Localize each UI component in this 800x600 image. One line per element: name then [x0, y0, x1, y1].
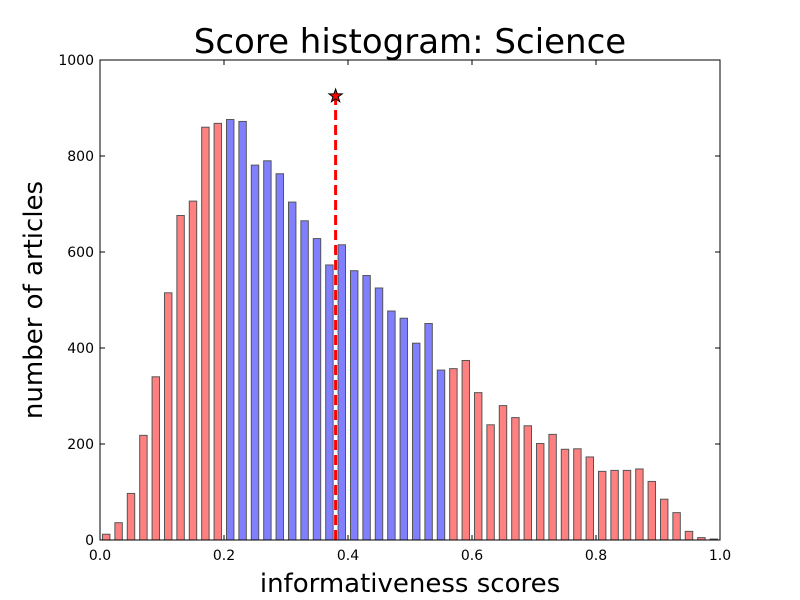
histogram-bar: [275, 173, 285, 541]
axes-group: 0.0 0.2 0.4 0.6 0.8 1.0 0 200 400 600 800 1000: [58, 53, 731, 564]
histogram-bar: [597, 470, 607, 541]
x-tick-label: 0.6: [461, 548, 483, 564]
histogram-bar: [672, 512, 681, 541]
star-marker: [327, 87, 344, 103]
histogram-bar: [349, 270, 359, 541]
histogram-bar: [635, 468, 644, 541]
x-tick-label: 1.0: [709, 548, 731, 564]
histogram-bar: [622, 469, 632, 541]
histogram-bar: [511, 417, 520, 541]
histogram-bar: [201, 126, 210, 541]
histogram-bar: [163, 292, 173, 541]
histogram-bar: [610, 469, 619, 541]
histogram-bar: [560, 448, 570, 541]
histogram-bar: [238, 120, 247, 541]
histogram-bar: [647, 480, 657, 541]
histogram-bar: [548, 433, 557, 541]
y-tick-label: 800: [67, 149, 94, 165]
histogram-bar: [498, 405, 508, 541]
histogram-bar: [101, 533, 111, 541]
histogram-bar: [399, 317, 409, 541]
histogram-bar: [176, 215, 185, 541]
histogram-bar: [300, 220, 309, 541]
y-tick-label: 400: [67, 341, 94, 357]
reference-line: [327, 87, 344, 540]
y-tick-label: 600: [67, 245, 94, 261]
histogram-bar: [139, 434, 148, 541]
histogram-bar: [473, 392, 483, 541]
histogram-bar: [411, 342, 421, 541]
x-tick-label: 0.0: [89, 548, 111, 564]
histogram-bar: [535, 443, 545, 541]
chart-title: Score histogram: Science: [194, 22, 626, 62]
histogram-bar: [225, 119, 235, 541]
plot-frame: [99, 59, 721, 541]
histogram-bar: [263, 160, 272, 541]
histogram-bar: [114, 522, 123, 541]
x-tick-label: 0.8: [585, 548, 607, 564]
histogram-bar: [424, 323, 433, 541]
histogram-bar: [449, 368, 458, 541]
y-tick-label: 1000: [58, 53, 94, 69]
histogram-bar: [436, 369, 446, 541]
histogram-bar: [659, 498, 669, 541]
histogram-bar: [287, 201, 297, 541]
histogram-bar: [126, 492, 136, 541]
histogram-bar: [585, 456, 595, 541]
histogram-bar: [387, 310, 396, 541]
bars-group: [101, 119, 719, 541]
y-tick-label: 0: [85, 533, 94, 549]
histogram-bar: [684, 530, 694, 541]
x-tick-label: 0.4: [337, 548, 359, 564]
x-tick-label: 0.2: [213, 548, 235, 564]
histogram-bar: [312, 238, 322, 541]
histogram-bar: [461, 359, 471, 541]
histogram-bar: [337, 244, 347, 541]
histogram-bar: [188, 200, 198, 541]
histogram-bar: [250, 164, 260, 541]
histogram-bar: [151, 376, 161, 541]
histogram-bar: [362, 275, 371, 541]
y-axis-title: number of articles: [19, 181, 49, 419]
histogram-bar: [374, 287, 384, 541]
y-tick-label: 200: [67, 437, 94, 453]
histogram-bar: [523, 425, 533, 541]
histogram-bar: [213, 122, 223, 541]
histogram-bar: [573, 448, 582, 541]
histogram-bar: [325, 264, 334, 541]
x-axis-title: informativeness scores: [260, 569, 560, 599]
histogram-bar: [486, 424, 495, 541]
